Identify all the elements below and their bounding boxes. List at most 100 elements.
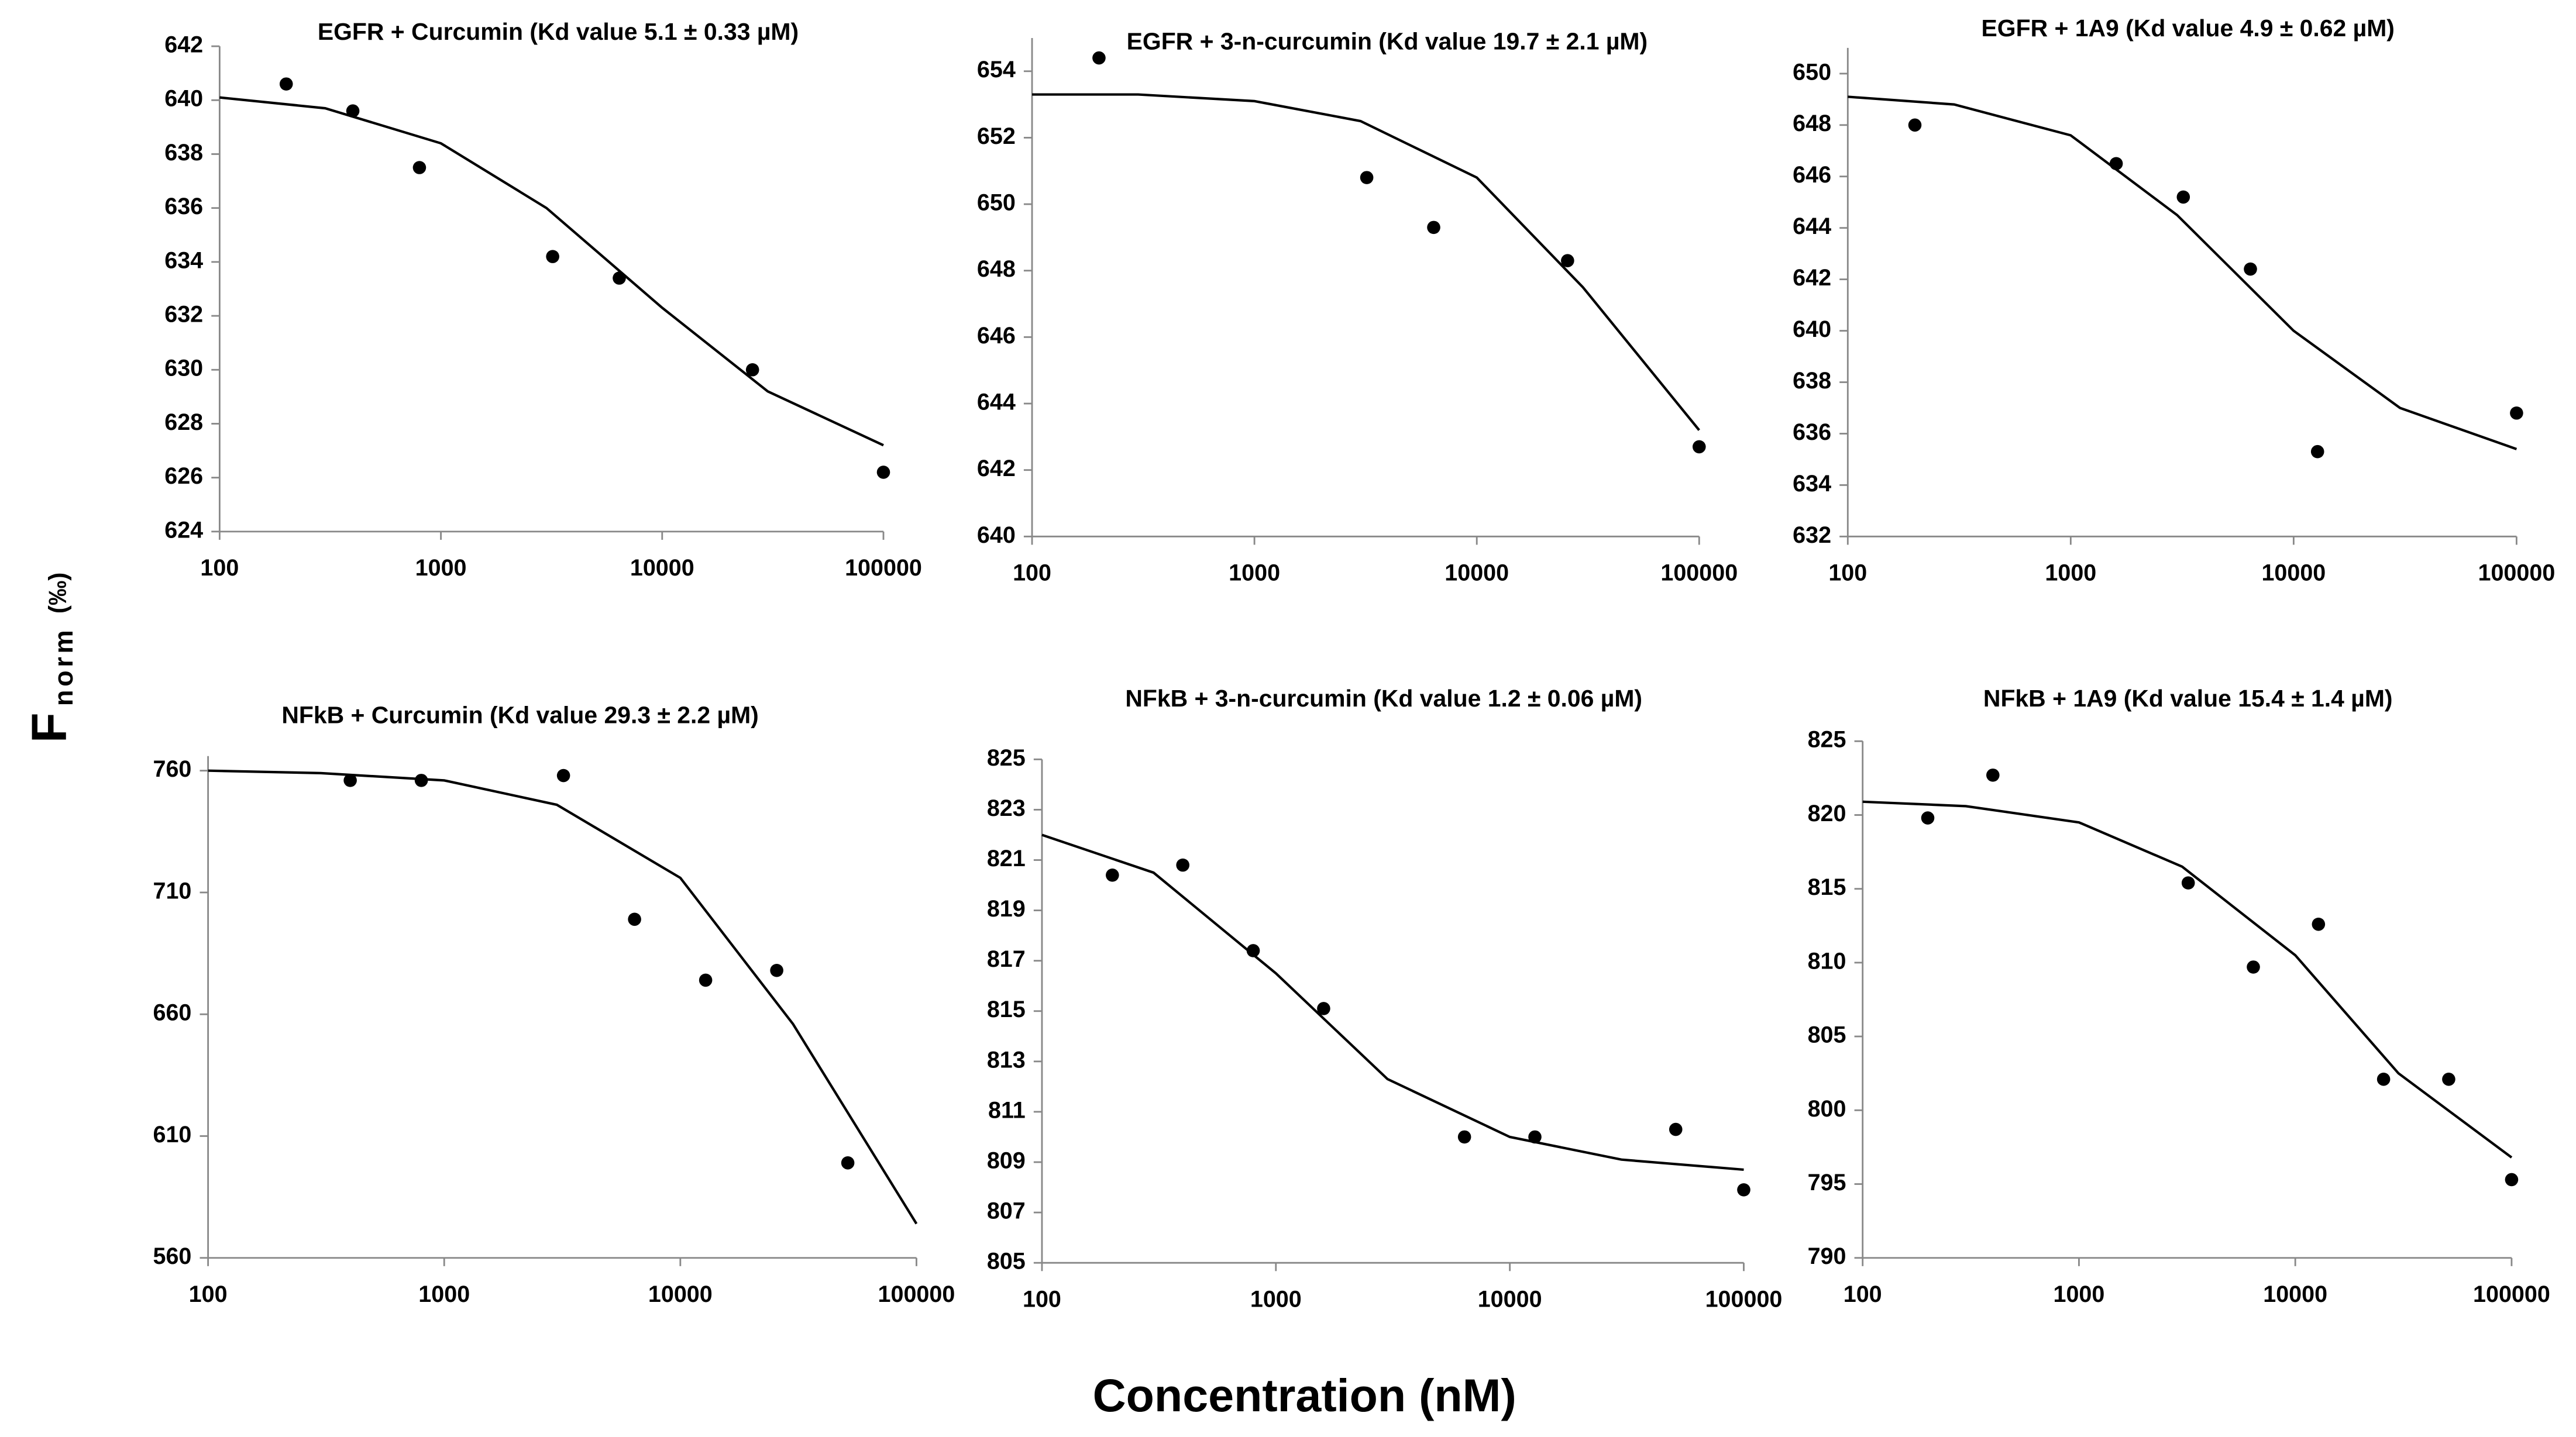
data-point <box>1457 1130 1471 1144</box>
x-tick-label: 10000 <box>648 1281 713 1307</box>
y-tick-label: 624 <box>164 517 203 543</box>
x-tick-label: 100 <box>1023 1287 1061 1312</box>
data-point <box>2376 1073 2391 1086</box>
x-tick-label: 1000 <box>418 1281 470 1307</box>
y-tick-label: 811 <box>988 1097 1026 1123</box>
fit-curve <box>1041 833 1744 1171</box>
data-point <box>1246 944 1260 957</box>
data-point <box>1737 1183 1750 1197</box>
y-tick-label: 636 <box>1793 419 1831 445</box>
data-point <box>2176 190 2190 204</box>
y-tick-label: 648 <box>977 256 1016 282</box>
y-tick-label: 634 <box>1793 471 1831 497</box>
data-point <box>628 912 641 926</box>
data-point <box>412 161 427 174</box>
x-tick-label: 1000 <box>2054 1281 2105 1307</box>
x-tick-label: 100000 <box>2478 560 2555 586</box>
y-tick-label: 795 <box>1808 1170 1846 1195</box>
y-tick-label: 820 <box>1808 801 1846 826</box>
x-tick-label: 100 <box>1013 560 1051 586</box>
x-tick-label: 1000 <box>1250 1287 1302 1312</box>
data-point <box>2244 262 2257 276</box>
data-point <box>2510 406 2523 420</box>
y-tick-label: 640 <box>164 86 203 112</box>
data-point <box>2442 1073 2455 1086</box>
data-point <box>876 466 890 479</box>
y-tick-label: 800 <box>1808 1096 1846 1122</box>
data-point <box>1528 1130 1542 1144</box>
data-point <box>1669 1122 1683 1136</box>
x-tick-label: 100 <box>1844 1281 1882 1307</box>
y-tick-label: 638 <box>1793 368 1831 394</box>
y-tick-label: 560 <box>153 1243 191 1269</box>
x-tick-label: 10000 <box>1445 560 1509 586</box>
x-tick-label: 1000 <box>2045 560 2096 586</box>
data-point <box>2247 960 2260 974</box>
data-point <box>2505 1173 2519 1187</box>
y-tick-label: 642 <box>164 32 203 58</box>
x-tick-label: 100000 <box>2473 1281 2550 1307</box>
chart-title: EGFR + Curcumin (Kd value 5.1 ± 0.33 µM) <box>318 18 799 45</box>
data-point <box>2310 444 2324 459</box>
x-axis-label: Concentration (nM) <box>1093 1369 1516 1421</box>
y-tick-label: 642 <box>1793 265 1831 291</box>
data-point <box>1921 811 1935 825</box>
chart-title: NFkB + 3-n-curcumin (Kd value 1.2 ± 0.06… <box>1125 685 1642 712</box>
data-point <box>1427 220 1440 235</box>
data-point <box>613 271 626 285</box>
x-tick-label: 100 <box>1828 560 1867 586</box>
y-tick-label: 642 <box>977 456 1016 481</box>
fit-curve <box>219 96 884 447</box>
y-tick-label: 760 <box>153 756 191 782</box>
data-point <box>1561 254 1574 267</box>
data-point <box>556 769 570 783</box>
data-point <box>1317 1002 1330 1015</box>
x-tick-label: 100000 <box>878 1281 955 1307</box>
y-tick-label: 644 <box>977 389 1016 415</box>
y-tick-label: 640 <box>1793 316 1831 342</box>
data-point <box>2181 876 2195 890</box>
y-tick-label: 710 <box>153 878 191 904</box>
data-point <box>1692 440 1706 454</box>
x-tick-label: 100 <box>200 555 239 581</box>
fit-curve <box>1032 93 1700 431</box>
y-tick-label: 821 <box>987 846 1026 871</box>
x-tick-label: 1000 <box>1229 560 1280 586</box>
y-axis-label: Fnorm (‰) <box>21 573 78 743</box>
x-tick-label: 100000 <box>1705 1287 1783 1312</box>
data-point <box>343 774 357 787</box>
data-point <box>770 963 783 977</box>
y-tick-label: 815 <box>1808 874 1846 900</box>
y-tick-label: 644 <box>1793 213 1831 239</box>
y-tick-label: 638 <box>164 140 203 166</box>
y-tick-label: 640 <box>977 522 1016 548</box>
x-tick-label: 1000 <box>415 555 467 581</box>
y-label-main: F <box>21 712 77 743</box>
x-tick-label: 100000 <box>845 555 922 581</box>
chart-title: NFkB + Curcumin (Kd value 29.3 ± 2.2 µM) <box>281 701 759 728</box>
fit-curve <box>1862 800 2513 1159</box>
x-tick-label: 10000 <box>1478 1287 1542 1312</box>
y-tick-label: 630 <box>164 356 203 381</box>
chart-title: EGFR + 3-n-curcumin (Kd value 19.7 ± 2.1… <box>1127 28 1648 55</box>
y-tick-label: 650 <box>1793 59 1831 85</box>
y-tick-label: 632 <box>164 301 203 327</box>
y-tick-label: 825 <box>1808 727 1846 753</box>
x-tick-label: 10000 <box>2261 560 2326 586</box>
y-label-sub: norm <box>49 627 78 706</box>
y-tick-label: 648 <box>1793 111 1831 136</box>
data-point <box>346 104 360 118</box>
y-tick-label: 815 <box>987 997 1026 1022</box>
y-tick-label: 626 <box>164 463 203 489</box>
x-tick-label: 10000 <box>2263 1281 2327 1307</box>
y-tick-label: 628 <box>164 409 203 435</box>
x-tick-label: 100000 <box>1660 560 1738 586</box>
y-tick-label: 807 <box>987 1198 1026 1224</box>
chart-title: EGFR + 1A9 (Kd value 4.9 ± 0.62 µM) <box>1982 15 2395 42</box>
fit-curve <box>208 769 918 1225</box>
y-tick-label: 790 <box>1808 1243 1846 1269</box>
y-tick-label: 810 <box>1808 948 1846 974</box>
data-point <box>2312 918 2326 931</box>
